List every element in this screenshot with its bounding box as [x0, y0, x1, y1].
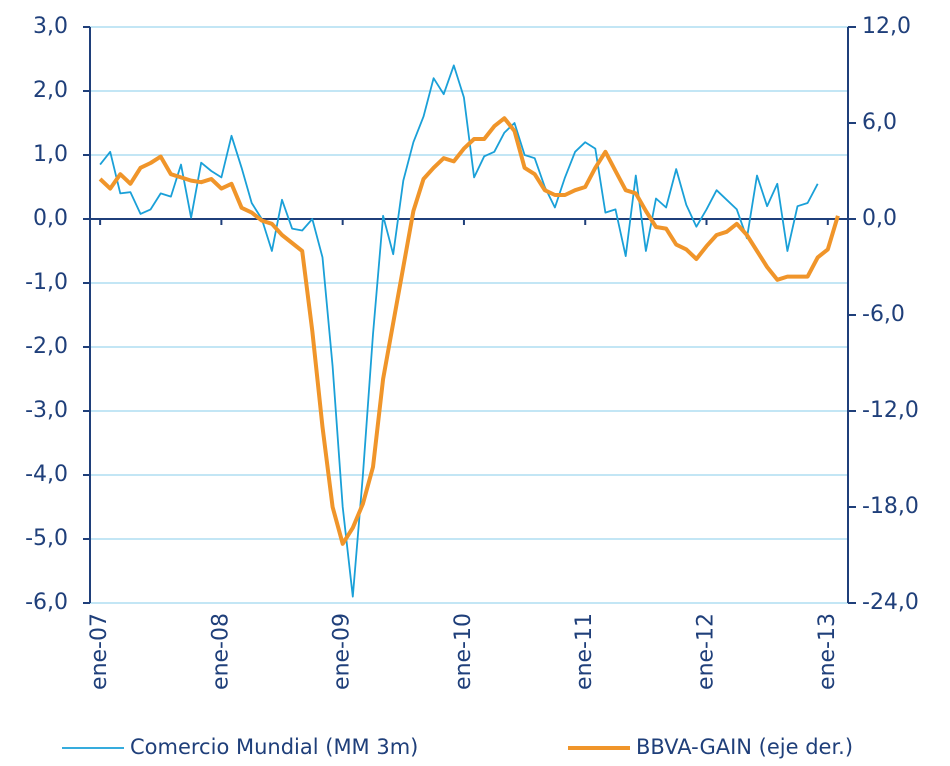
y-tick-label: -3,0: [25, 398, 68, 423]
y2-tick-label: 0,0: [862, 206, 897, 231]
y2-tick-label: -24,0: [862, 590, 919, 615]
x-tick-label: ene-07: [87, 613, 112, 690]
series-line: [99, 64, 819, 598]
y-tick-label: -6,0: [25, 590, 68, 615]
y-tick-label: 1,0: [33, 142, 68, 167]
y-tick-label: -5,0: [25, 526, 68, 551]
y-tick-label: 2,0: [33, 78, 68, 103]
y2-tick-label: 6,0: [862, 110, 897, 135]
series-line: [98, 116, 840, 546]
y2-tick-label: -6,0: [862, 302, 905, 327]
y-tick-label: -1,0: [25, 270, 68, 295]
x-tick-label: ene-09: [330, 613, 355, 690]
y2-tick-label: 12,0: [862, 14, 911, 39]
y-tick-label: 0,0: [33, 206, 68, 231]
y2-tick-label: -12,0: [862, 398, 919, 423]
y2-tick-label: -18,0: [862, 494, 919, 519]
y-tick-label: -2,0: [25, 334, 68, 359]
x-tick-label: ene-12: [694, 613, 719, 690]
legend-label: Comercio Mundial (MM 3m): [130, 735, 418, 759]
x-tick-label: ene-11: [572, 613, 597, 690]
x-tick-label: ene-10: [451, 613, 476, 690]
x-tick-label: ene-13: [815, 613, 840, 690]
y-tick-label: 3,0: [33, 14, 68, 39]
x-tick-label: ene-08: [208, 613, 233, 690]
legend-label: BBVA-GAIN (eje der.): [636, 735, 853, 759]
y-tick-label: -4,0: [25, 462, 68, 487]
